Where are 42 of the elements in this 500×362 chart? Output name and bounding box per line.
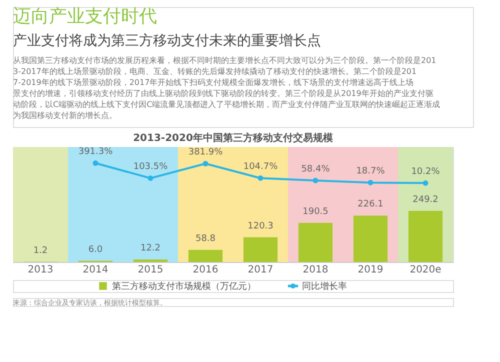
text: 从我国第三方移动支付市场的发展历程来看，根据不同时期的主要增长点不同大致可以分为三个阶段。第一个阶段是2013-2017年的线上场景驱动阶段，电商、互金、转账的先后爆发持续撬动了移动支付的快速增长。第二个阶段是2017-2019年的线下场景驱动阶段，2017年开始线下扫码支付规模全面爆发增长，线下场景的支付增速远高于线上场景支付的增速，引领移动支付经历了由线上驱动阶段到线下驱动阶段的转变。第三个阶段是从2019年开始的产业支付驱动阶段，以C端驱动的线上线下支付因C端流量见顶都进入了平稳增长期，而产业支付伴随产业互联网的快速崛起正逐渐成为我国移动支付新的增长点。 <box>13 56 440 120</box>
x-tick-label: 2013 <box>28 264 54 276</box>
data-label: 6.0 <box>88 244 103 255</box>
bar <box>353 216 388 262</box>
point <box>312 178 318 184</box>
data-label: 120.3 <box>248 221 274 232</box>
data-label: 103.5% <box>133 162 168 172</box>
x-tick-label: 2018 <box>302 264 328 276</box>
x-tick-label: 2020e <box>410 264 442 276</box>
chart-title: 迈向产业支付时代 <box>13 6 157 27</box>
data-label: 58.4% <box>301 164 330 175</box>
point <box>92 160 98 166</box>
bar <box>133 259 168 262</box>
data-label: 18.7% <box>356 166 386 177</box>
x-tick-label: 2017 <box>248 264 274 276</box>
chart-subtitle: 产业支付将成为第三方移动支付未来的重要增长点 <box>13 33 321 49</box>
bar <box>188 250 223 262</box>
point <box>422 180 428 186</box>
data-label: 190.5 <box>302 206 328 217</box>
point <box>258 175 264 181</box>
data-label: 12.2 <box>140 243 161 254</box>
point <box>368 180 374 186</box>
bar <box>243 237 278 262</box>
data-label: 104.7% <box>243 162 278 172</box>
data-label: 58.8 <box>195 234 216 244</box>
text: 2013-2020年中国第三方移动支付交易规模 <box>133 132 334 144</box>
data-label: 249.2 <box>412 194 438 205</box>
legend-label: 同比增长率 <box>302 281 347 292</box>
x-tick-label: 2015 <box>138 264 164 276</box>
x-tick-label: 2016 <box>192 264 218 276</box>
data-label: 1.2 <box>33 246 48 256</box>
x-tick-label: 2019 <box>358 264 384 276</box>
x-tick-label: 2014 <box>82 264 108 276</box>
bar <box>408 210 443 262</box>
bar <box>298 222 333 262</box>
data-label: 226.1 <box>358 200 384 210</box>
point <box>202 160 208 166</box>
point <box>148 175 154 181</box>
data-label: 381.9% <box>188 148 224 158</box>
data-label: 10.2% <box>411 167 440 178</box>
legend-label: 第三方移动支付市场规模（万亿元） <box>112 281 256 292</box>
data-label: 391.3% <box>78 147 114 158</box>
